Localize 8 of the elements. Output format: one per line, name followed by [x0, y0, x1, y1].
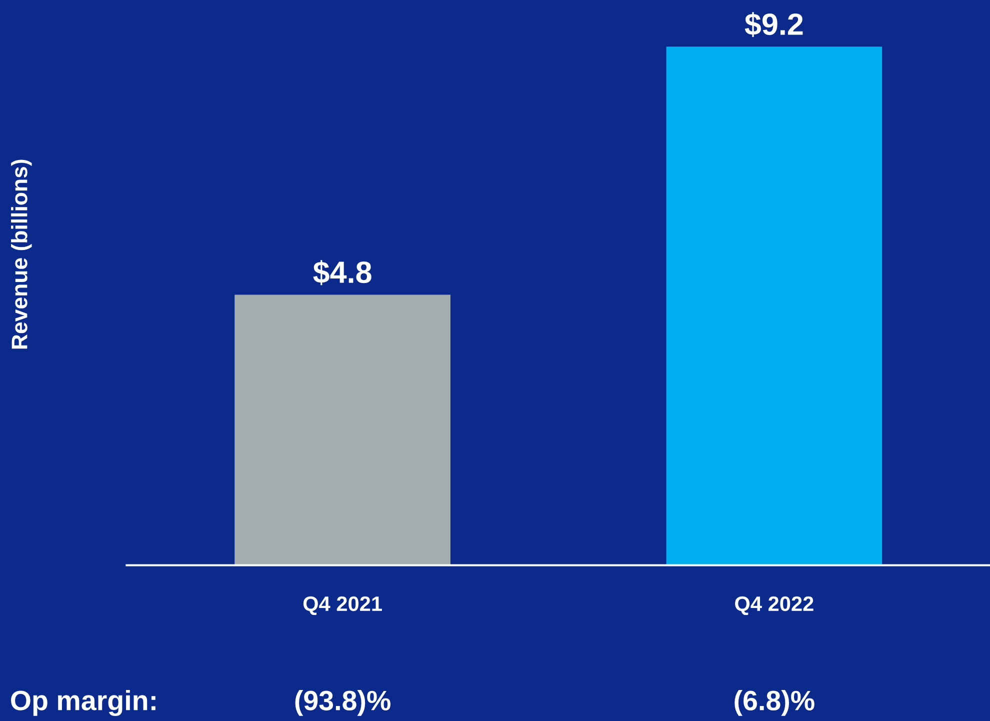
data-label: $9.2 [744, 12, 803, 38]
x-tick-label: Q4 2022 [735, 596, 814, 616]
text: (6.8)% [734, 690, 814, 716]
text: (93.8)% [295, 690, 390, 716]
x-tick-label: Q4 2021 [303, 596, 382, 616]
y-axis-title: Revenue (billions) [11, 160, 32, 349]
text: Op margin: [11, 690, 156, 716]
data-label: $4.8 [313, 260, 372, 286]
